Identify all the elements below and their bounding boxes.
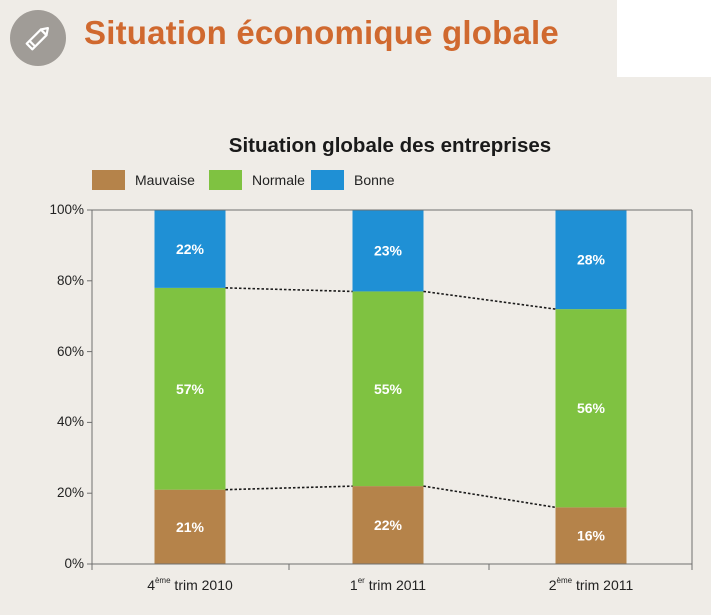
y-tick-label: 60% bbox=[56, 343, 84, 359]
y-tick-label: 100% bbox=[49, 202, 84, 217]
bar-bonne-2 bbox=[555, 210, 627, 310]
pencil-glyph bbox=[25, 27, 49, 51]
x-tick-label: 1er trim 2011 bbox=[349, 576, 427, 593]
y-tick-label: 0% bbox=[64, 556, 84, 571]
corner-panel bbox=[617, 0, 711, 77]
connector-line-mauvaise-1 bbox=[423, 485, 556, 509]
data-label-mauvaise-0: 21% bbox=[176, 519, 205, 535]
y-tick-label: 40% bbox=[56, 414, 84, 430]
legend-label-bonne: Bonne bbox=[354, 172, 395, 188]
connector-line-normale-1 bbox=[423, 290, 556, 310]
x-tick-label: 4ème trim 2010 bbox=[147, 576, 233, 593]
bar-mauvaise-2 bbox=[555, 507, 627, 564]
pencil-icon bbox=[10, 10, 66, 66]
legend-label-mauvaise: Mauvaise bbox=[135, 172, 195, 188]
data-label-normale-1: 55% bbox=[374, 381, 403, 397]
data-label-mauvaise-2: 16% bbox=[577, 528, 606, 544]
data-label-bonne-2: 28% bbox=[577, 252, 606, 268]
legend-swatch-bonne bbox=[311, 170, 344, 190]
legend-swatch-mauvaise bbox=[92, 170, 125, 190]
legend-swatch-normale bbox=[209, 170, 242, 190]
legend-item-normale: Normale bbox=[209, 169, 305, 191]
bar-normale-1 bbox=[352, 291, 424, 487]
bar-mauvaise-1 bbox=[352, 486, 424, 564]
bar-normale-0 bbox=[154, 287, 226, 490]
data-label-normale-2: 56% bbox=[577, 400, 606, 416]
x-tick-label: 2ème trim 2011 bbox=[548, 576, 634, 593]
data-label-normale-0: 57% bbox=[176, 381, 205, 397]
data-label-bonne-0: 22% bbox=[176, 241, 205, 257]
legend-item-mauvaise: Mauvaise bbox=[92, 169, 195, 191]
connector-line-normale-0 bbox=[225, 287, 353, 293]
y-tick-label: 80% bbox=[56, 272, 84, 288]
bar-mauvaise-0 bbox=[154, 489, 226, 564]
connector-line-mauvaise-0 bbox=[225, 485, 353, 491]
data-label-mauvaise-1: 22% bbox=[374, 517, 403, 533]
bar-normale-2 bbox=[555, 309, 627, 508]
bar-bonne-0 bbox=[154, 210, 226, 288]
legend-item-bonne: Bonne bbox=[311, 169, 394, 191]
y-tick-label: 20% bbox=[56, 485, 84, 501]
data-label-bonne-1: 23% bbox=[374, 243, 403, 259]
page-title: Situation économique globale bbox=[84, 14, 559, 51]
bar-bonne-1 bbox=[352, 210, 424, 292]
chart-title: Situation globale des entreprises bbox=[228, 134, 552, 157]
legend-label-normale: Normale bbox=[252, 172, 305, 188]
